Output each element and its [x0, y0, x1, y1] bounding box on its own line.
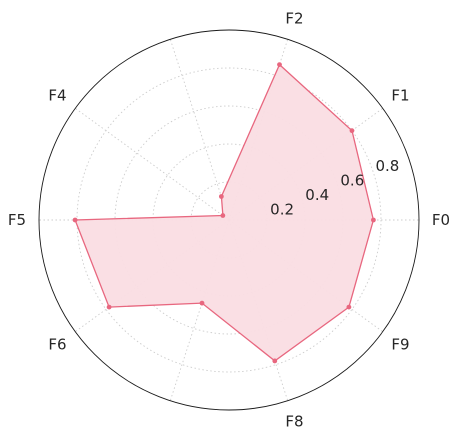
data-point: [272, 358, 278, 364]
spoke-gridline: [75, 107, 230, 221]
polar-frame: [38, 29, 420, 411]
radial-tick-label: 0.6: [340, 171, 364, 189]
axis-label: F2: [285, 9, 303, 27]
axis-label: F8: [285, 413, 303, 431]
data-point: [199, 300, 205, 306]
data-point: [371, 217, 376, 223]
radial-tick-label: 0.2: [270, 200, 294, 218]
data-point: [220, 213, 226, 218]
data-point: [346, 304, 352, 310]
axis-label: F5: [8, 211, 26, 229]
series-area: [75, 64, 374, 361]
axis-label: F6: [48, 336, 66, 354]
axis-label: F1: [391, 86, 409, 104]
data-point: [349, 128, 355, 134]
axis-label: F9: [391, 336, 409, 354]
data-point: [72, 217, 78, 223]
spoke-gridline: [169, 39, 230, 221]
axis-label: F4: [48, 86, 66, 104]
data-point: [218, 194, 224, 199]
radar-labels: F0 F1 F2 F4 F5 F6 F8 F9 0.2 0.4 0.6 0.8: [8, 9, 450, 430]
radial-tick-label: 0.8: [376, 157, 400, 175]
data-point: [277, 62, 282, 67]
radar-series: [72, 62, 376, 364]
data-point: [106, 304, 112, 310]
radial-tick-label: 0.4: [305, 186, 329, 204]
axis-label: F0: [432, 211, 450, 229]
